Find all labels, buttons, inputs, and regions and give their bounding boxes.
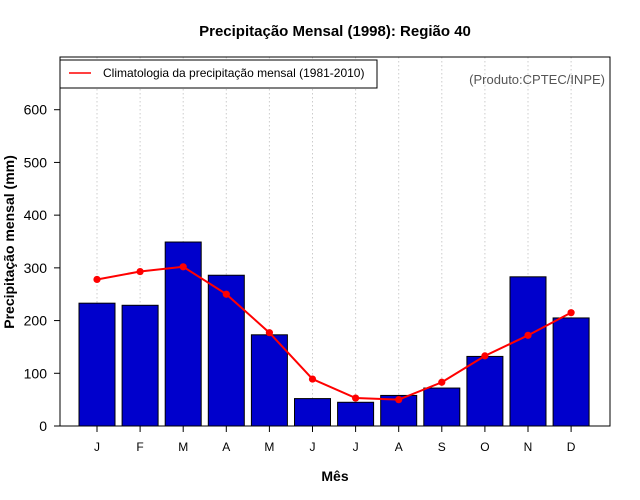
climatology-point-12 bbox=[567, 309, 575, 317]
x-tick-label: M bbox=[178, 440, 188, 454]
y-tick-label: 300 bbox=[24, 260, 48, 276]
climatology-point-3 bbox=[179, 263, 187, 271]
y-tick-label: 600 bbox=[24, 102, 48, 118]
bar-11 bbox=[509, 276, 547, 427]
climatology-point-2 bbox=[136, 267, 144, 276]
climatology-point-8 bbox=[395, 396, 403, 404]
climatology-point-6 bbox=[308, 375, 317, 383]
climatology-point-9 bbox=[438, 378, 446, 386]
bar-10 bbox=[466, 355, 504, 427]
y-tick-label: 100 bbox=[24, 365, 48, 381]
x-tick-label: J bbox=[353, 440, 359, 454]
climatology-point-5 bbox=[265, 329, 273, 337]
legend: Climatologia da precipitação mensal (198… bbox=[59, 59, 378, 89]
bar-3 bbox=[164, 241, 202, 427]
x-tick-label: M bbox=[264, 440, 274, 454]
plot-frame bbox=[59, 56, 611, 427]
climatology-point-11 bbox=[524, 331, 532, 339]
x-tick-label: F bbox=[136, 440, 143, 454]
x-tick-label: J bbox=[310, 440, 316, 454]
bar-1 bbox=[78, 302, 116, 427]
climatology-point-4 bbox=[222, 290, 230, 298]
climatology-line bbox=[96, 265, 572, 401]
grid-lines bbox=[96, 57, 572, 426]
bar-2 bbox=[121, 304, 159, 427]
bar-4 bbox=[207, 274, 245, 427]
y-axis-title: Precipitação mensal (mm) bbox=[1, 155, 17, 329]
climatology-series bbox=[93, 263, 575, 404]
legend-box bbox=[59, 59, 378, 89]
x-axis-title: Mês bbox=[321, 468, 348, 484]
bar-12 bbox=[552, 317, 590, 427]
bar-9 bbox=[423, 387, 461, 427]
x-tick-label: J bbox=[94, 440, 100, 454]
chart-title: Precipitação Mensal (1998): Região 40 bbox=[199, 23, 471, 40]
x-tick-label: S bbox=[438, 440, 446, 454]
y-tick-label: 400 bbox=[24, 207, 48, 223]
x-tick-label: D bbox=[567, 440, 576, 454]
x-tick-label: A bbox=[395, 440, 403, 454]
y-tick-label: 200 bbox=[24, 313, 48, 329]
bar-5 bbox=[250, 334, 288, 427]
bar-6 bbox=[294, 398, 331, 427]
legend-label: Climatologia da precipitação mensal (198… bbox=[103, 66, 364, 80]
bar-series bbox=[78, 241, 590, 427]
y-tick-label: 500 bbox=[24, 154, 48, 170]
y-tick-label: 0 bbox=[39, 418, 47, 434]
y-axis: 0 100 200 300 400 500 600 bbox=[24, 102, 60, 434]
x-tick-label: O bbox=[480, 440, 489, 454]
climatology-point-10 bbox=[481, 352, 489, 360]
bar-7 bbox=[337, 401, 375, 427]
climatology-point-1 bbox=[93, 275, 101, 284]
x-tick-label: A bbox=[222, 440, 230, 454]
source-credit: (Produto:CPTEC/INPE) bbox=[469, 72, 605, 87]
x-tick-label: N bbox=[524, 440, 533, 454]
climatology-point-7 bbox=[352, 394, 360, 402]
